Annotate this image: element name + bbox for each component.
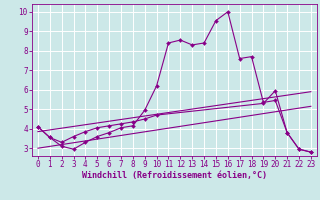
X-axis label: Windchill (Refroidissement éolien,°C): Windchill (Refroidissement éolien,°C) — [82, 171, 267, 180]
